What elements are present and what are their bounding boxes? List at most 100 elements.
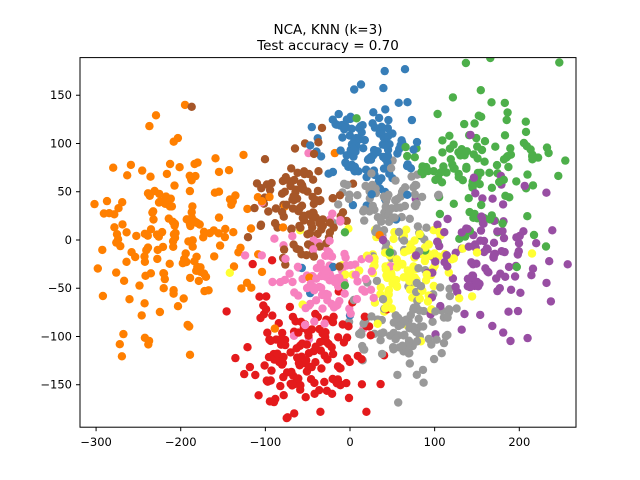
data-point <box>541 242 551 251</box>
data-point <box>224 166 234 175</box>
data-point <box>310 317 319 326</box>
data-point <box>360 216 369 225</box>
data-point <box>555 58 564 67</box>
data-point <box>231 353 240 363</box>
data-point <box>317 123 327 133</box>
data-point <box>335 191 345 200</box>
data-point <box>164 214 173 223</box>
data-point <box>293 262 303 271</box>
data-point <box>561 156 570 165</box>
data-point <box>462 147 472 156</box>
data-point <box>193 158 202 167</box>
data-point <box>339 338 349 347</box>
data-point <box>367 267 376 276</box>
data-point <box>155 307 165 317</box>
data-point <box>287 381 297 390</box>
data-point <box>411 251 421 260</box>
data-point <box>160 274 169 284</box>
data-point <box>334 200 343 209</box>
data-point <box>334 109 343 119</box>
data-point <box>353 191 362 200</box>
data-point <box>465 282 475 292</box>
data-point <box>270 324 279 333</box>
data-point <box>185 322 194 331</box>
data-point <box>523 170 532 179</box>
data-point <box>431 257 440 266</box>
data-point <box>468 271 478 280</box>
data-point <box>256 313 265 323</box>
plot-frame <box>79 57 577 428</box>
data-point <box>229 262 239 271</box>
data-point <box>209 226 218 235</box>
data-point <box>257 184 266 193</box>
data-point <box>359 319 368 328</box>
data-point <box>472 248 482 257</box>
data-point <box>513 306 523 316</box>
data-point <box>126 160 136 170</box>
data-point <box>448 274 458 283</box>
data-point <box>415 306 424 315</box>
data-point <box>201 272 211 281</box>
data-point <box>328 262 338 272</box>
data-point <box>302 340 312 349</box>
data-point <box>442 251 451 260</box>
data-point <box>215 241 225 250</box>
data-point <box>516 288 525 297</box>
data-point <box>173 133 183 143</box>
data-point <box>464 194 473 203</box>
data-point <box>500 98 509 108</box>
data-point <box>504 262 514 272</box>
data-point <box>467 292 477 301</box>
data-point <box>257 197 267 206</box>
data-point <box>309 211 318 220</box>
data-point <box>138 166 147 175</box>
data-point <box>146 172 155 181</box>
data-point <box>495 284 504 293</box>
data-point <box>480 157 489 166</box>
data-point <box>381 265 390 274</box>
data-point <box>391 176 400 185</box>
data-point <box>287 164 296 173</box>
data-point <box>443 214 452 224</box>
data-point <box>528 181 538 190</box>
data-point <box>520 181 529 191</box>
data-point <box>506 285 516 294</box>
data-point <box>257 267 267 277</box>
data-point <box>229 228 238 237</box>
data-point <box>483 267 492 276</box>
data-point <box>506 144 515 153</box>
data-point <box>358 121 367 130</box>
data-point <box>117 352 127 361</box>
data-point <box>214 187 224 196</box>
data-point <box>378 235 388 245</box>
data-point <box>186 174 196 183</box>
data-point <box>165 259 174 268</box>
data-point <box>303 187 312 196</box>
data-point <box>376 336 385 345</box>
data-point <box>478 194 487 203</box>
data-point <box>270 219 280 228</box>
data-point <box>528 155 537 164</box>
x-tick-label: 200 <box>508 435 530 449</box>
data-point <box>325 248 334 257</box>
data-point <box>487 98 496 107</box>
data-point <box>386 164 396 173</box>
data-point <box>352 114 361 123</box>
data-point <box>146 225 156 234</box>
data-point <box>304 327 313 337</box>
data-point <box>185 186 195 196</box>
data-point <box>521 127 531 137</box>
data-point <box>190 217 200 226</box>
data-point <box>477 212 486 221</box>
data-point <box>93 264 103 273</box>
data-point <box>403 98 412 107</box>
data-point <box>522 142 532 151</box>
data-point <box>294 328 303 337</box>
data-point <box>344 393 354 403</box>
data-point <box>374 113 384 123</box>
data-point <box>98 291 108 301</box>
data-point <box>344 194 354 204</box>
data-point <box>485 215 495 224</box>
data-point <box>143 243 153 252</box>
data-point <box>338 133 347 142</box>
